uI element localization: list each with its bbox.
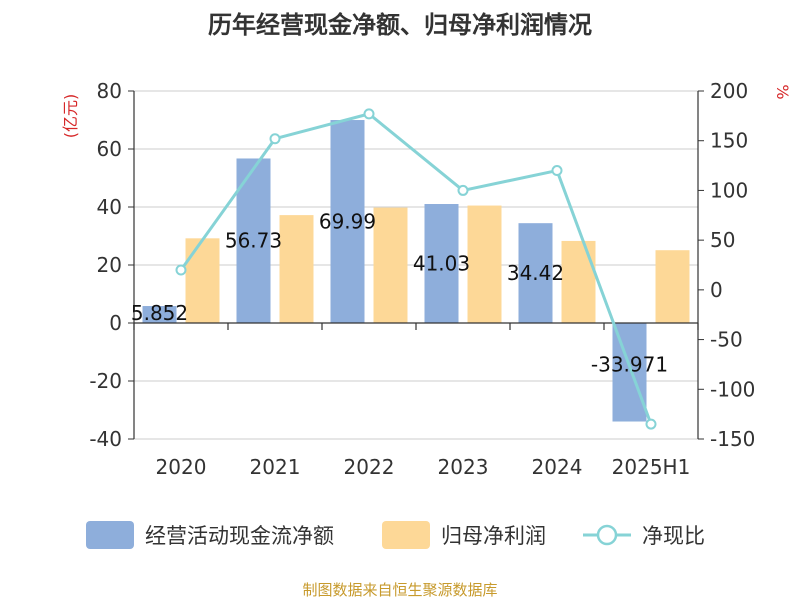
x-axis-tick-label: 2024 [532, 455, 583, 479]
x-axis-tick-label: 2020 [156, 455, 207, 479]
bar-cashflow-2023[interactable] [424, 204, 459, 323]
source-note: 制图数据来自恒生聚源数据库 [302, 581, 497, 599]
right-axis-tick-label: 150 [710, 129, 748, 153]
x-axis-tick-label: 2025H1 [612, 455, 691, 479]
right-axis-tick-label: -150 [710, 427, 755, 451]
legend-swatch-cashflow [86, 521, 134, 549]
ratio-line [175, 108, 657, 430]
ratio-line-path [179, 112, 653, 425]
bar-profit-2021[interactable] [279, 215, 314, 323]
bar-profit-2025H1[interactable] [655, 250, 690, 323]
legend: 经营活动现金流净额 归母净利润 净现比 [86, 521, 705, 549]
ratio-point-2025H1[interactable] [645, 418, 657, 430]
right-axis-tick-label: -50 [710, 328, 743, 352]
ratio-point-2021[interactable] [269, 133, 281, 145]
data-label-cashflow-2025H1: -33.971 [591, 353, 668, 377]
grid-lines [134, 90, 698, 440]
data-label-cashflow-2023: 41.03 [413, 252, 470, 276]
legend-marker-ratio [596, 524, 618, 546]
right-axis-tick-label: 100 [710, 178, 748, 202]
data-label-cashflow-2022: 69.99 [319, 210, 376, 234]
left-axis-tick-label: 0 [109, 311, 122, 335]
legend-item-ratio[interactable]: 净现比 [583, 524, 705, 548]
right-axis-unit: % [773, 84, 792, 99]
bar-cashflow-2024[interactable] [518, 223, 553, 323]
x-axis-tick-label: 2021 [250, 455, 301, 479]
bar-profit-2022[interactable] [373, 207, 408, 323]
bar-profit-2020[interactable] [185, 238, 220, 323]
legend-label-ratio: 净现比 [642, 524, 705, 548]
bar-profit-2023[interactable] [467, 205, 502, 323]
data-label-cashflow-2020: 5.852 [131, 301, 188, 325]
data-labels: 5.852 56.73 69.99 41.03 34.42 -33.971 [131, 210, 668, 377]
right-axis-tick-label: 0 [710, 278, 723, 302]
chart-title: 历年经营现金净额、归母净利润情况 [208, 11, 592, 39]
legend-label-profit: 归母净利润 [441, 524, 546, 548]
data-label-cashflow-2024: 34.42 [507, 261, 564, 285]
right-axis-tick-label: -100 [710, 377, 755, 401]
axes [128, 90, 704, 440]
bar-profit-2024[interactable] [561, 240, 596, 323]
left-axis-unit: (亿元) [61, 94, 80, 139]
right-axis-tick-label: 200 [710, 79, 748, 103]
legend-item-cashflow[interactable]: 经营活动现金流净额 [86, 521, 334, 549]
left-axis-tick-label: 20 [97, 253, 122, 277]
ratio-point-2023[interactable] [457, 184, 469, 196]
bar-cashflow-2022[interactable] [330, 120, 365, 324]
left-axis-tick-label: 40 [97, 195, 122, 219]
x-axis-tick-label: 2022 [344, 455, 395, 479]
left-axis-tick-label: 80 [97, 79, 122, 103]
x-axis-tick-label: 2023 [438, 455, 489, 479]
tick-labels: 806040200-20-40200150100500-50-100-15020… [89, 79, 755, 479]
left-axis-tick-label: -20 [89, 369, 122, 393]
ratio-point-2022[interactable] [363, 108, 375, 120]
ratio-point-2024[interactable] [551, 165, 563, 177]
left-axis-tick-label: -40 [89, 427, 122, 451]
data-label-cashflow-2021: 56.73 [225, 229, 282, 253]
legend-label-cashflow: 经营活动现金流净额 [145, 524, 334, 548]
legend-item-profit[interactable]: 归母净利润 [382, 521, 546, 549]
legend-swatch-profit [382, 521, 430, 549]
ratio-point-2020[interactable] [175, 264, 187, 276]
bars [142, 120, 690, 422]
left-axis-tick-label: 60 [97, 137, 122, 161]
bar-cashflow-2020[interactable] [142, 306, 177, 323]
right-axis-tick-label: 50 [710, 228, 735, 252]
